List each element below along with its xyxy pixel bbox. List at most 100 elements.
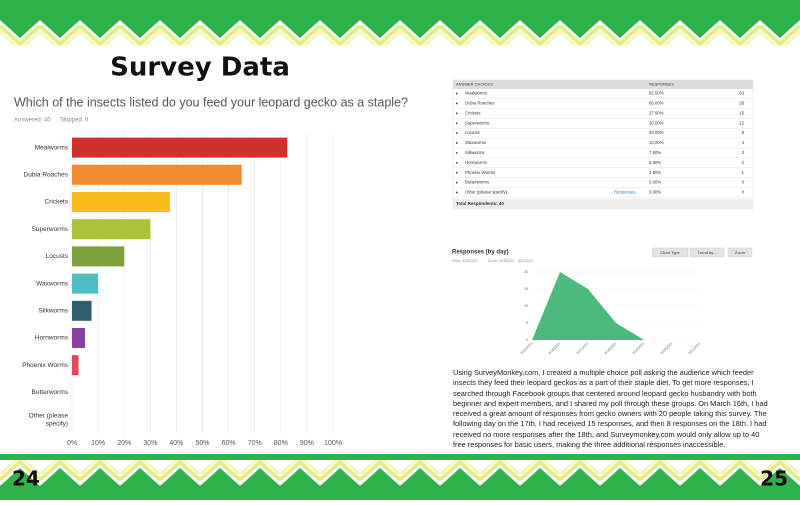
page-number: 24: [12, 467, 40, 491]
bar: [72, 273, 99, 294]
count: 0: [742, 180, 745, 185]
percent: 2.50%: [649, 170, 661, 175]
count: 33: [739, 91, 744, 96]
bar: [72, 246, 125, 267]
bullet: [456, 151, 459, 155]
answer-choice: Waxworms: [465, 140, 486, 145]
table-header: RESPONSES: [649, 82, 674, 87]
table-header-bg: [453, 80, 753, 89]
paragraph-box: Using SurveyMonkey.com, I created a mult…: [453, 368, 768, 450]
responses-title: Responses (by day): [452, 250, 509, 256]
bullet: [456, 171, 459, 174]
percent: 7.50%: [649, 150, 661, 155]
count: 12: [739, 120, 744, 125]
y-tick-label: 15: [524, 287, 528, 291]
bar: [72, 164, 242, 185]
x-tick-label: 80%: [274, 440, 288, 447]
percent: 37.50%: [649, 110, 664, 115]
button[interactable]: [727, 247, 753, 258]
y-tick-label: 10: [524, 304, 528, 308]
percent: 10.00%: [649, 140, 664, 145]
x-tick-label: 50%: [195, 440, 209, 447]
x-tick-label: 90%: [300, 440, 314, 447]
y-tick-label: 5: [526, 321, 528, 325]
answer-choice: Other (please specify): [465, 190, 508, 195]
category-label: Hornworms: [35, 335, 69, 342]
count: 4: [742, 140, 745, 145]
bar: [72, 192, 170, 212]
count: 1: [742, 170, 745, 175]
x-tick-label: 60%: [222, 440, 236, 447]
x-tick-label: 40%: [169, 440, 183, 447]
percent: 20.00%: [649, 130, 664, 135]
zoom-range: Zoom: 3/15/2021 - 3/21/2021: [488, 259, 533, 263]
bar: [72, 355, 79, 376]
x-tick-label: 3/20/2021: [660, 341, 674, 355]
category-label: Locusts: [46, 253, 69, 260]
answer-choice: Silkworms: [465, 150, 485, 155]
area: [532, 272, 700, 340]
count: 2: [742, 160, 745, 165]
responses-link[interactable]: Responses: [614, 190, 636, 195]
count: 15: [739, 110, 744, 115]
percent: 82.50%: [649, 91, 664, 96]
answer-choice: Butterworms: [465, 180, 489, 185]
responses-chart: Chart Type Trend by... Zoom 0 5 10 15 20 3/15/20…: [520, 247, 753, 355]
category-label: Silkworms: [38, 308, 68, 315]
bar: [72, 137, 288, 158]
page-title: Survey Data: [110, 53, 290, 83]
answer-choice: Hornworms: [465, 160, 487, 165]
category-label: Crickets: [45, 199, 69, 206]
x-tick-label: 20%: [117, 440, 131, 447]
percent: 0.00%: [649, 190, 661, 195]
x-tick-label: 3/17/2021: [576, 341, 590, 355]
bottom-border: [0, 454, 800, 500]
answer-choice: Crickets: [465, 110, 481, 115]
button-label[interactable]: Trend by...: [698, 250, 717, 255]
bullet: [456, 141, 459, 145]
x-tick-label: 3/15/2021: [520, 341, 534, 355]
x-tick-label: 10%: [91, 440, 105, 447]
answer-choice: Locusts: [465, 130, 480, 135]
page-number: 25: [760, 467, 788, 491]
button[interactable]: [689, 247, 725, 258]
button-label[interactable]: Zoom: [735, 250, 746, 255]
bar-chart: 0% 10% 20% 30% 40% 50% 60% 70% 80% 90% 100% Mealwor…: [22, 134, 342, 447]
total: Total Respondents: 40: [456, 201, 504, 206]
category-label: Phoenix Worms: [22, 362, 69, 369]
bullet: [456, 112, 459, 115]
x-tick-label: 30%: [143, 440, 157, 447]
percent: 0.00%: [649, 180, 661, 185]
button-label[interactable]: Chart Type: [660, 250, 680, 255]
from: From: 3/15/2021: [452, 259, 478, 263]
x-tick-label: 3/18/2021: [604, 341, 618, 355]
answer-choice: Mealworms: [465, 91, 487, 96]
total-bg: [453, 199, 753, 209]
bar: [72, 328, 86, 348]
bullet: [456, 131, 459, 135]
table-header: ANSWER CHOICES: [456, 82, 493, 87]
bullet: [456, 92, 459, 95]
bullet: [456, 161, 459, 164]
category-label: Superworms: [32, 226, 69, 233]
x-tick-label: 3/16/2021: [548, 341, 562, 355]
paragraph: Using SurveyMonkey.com, I created a mult…: [453, 368, 768, 450]
category-label: Butterworms: [32, 389, 69, 396]
count: 3: [742, 150, 745, 155]
answer-choice: Phoenix Worms: [465, 170, 495, 175]
category-label: Dubia Roaches: [24, 172, 69, 179]
y-tick-label: 20: [524, 270, 528, 274]
x-tick-label: 3/21/2021: [688, 341, 702, 355]
x-tick-label: 70%: [248, 440, 262, 447]
x-tick-label: 100%: [324, 440, 342, 447]
percent: 65.00%: [649, 101, 664, 106]
count: 8: [742, 130, 745, 135]
bullet: [456, 181, 459, 184]
button[interactable]: [651, 247, 689, 258]
question: Which of the insects listed do you feed …: [14, 95, 408, 109]
bar: [72, 300, 92, 321]
top-border: [0, 0, 800, 46]
answer-choice: Superworms: [465, 120, 489, 125]
